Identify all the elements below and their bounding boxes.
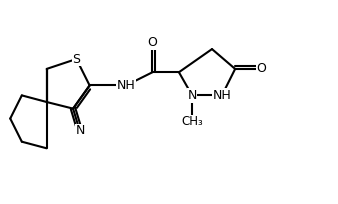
Text: N: N	[75, 124, 85, 137]
Text: O: O	[147, 36, 158, 49]
Text: O: O	[257, 62, 267, 75]
Text: NH: NH	[213, 89, 231, 102]
Text: N: N	[188, 89, 197, 102]
Text: S: S	[72, 52, 80, 65]
Text: CH₃: CH₃	[181, 115, 203, 128]
Text: NH: NH	[117, 79, 136, 92]
